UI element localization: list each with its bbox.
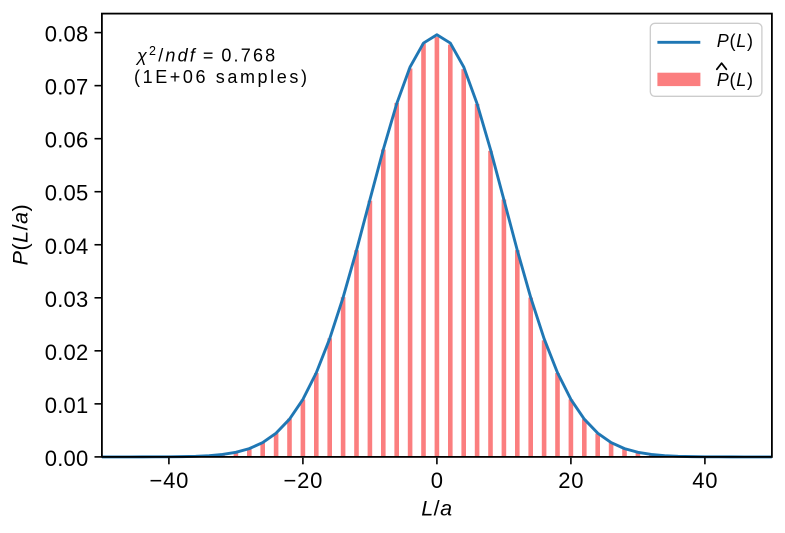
svg-text:20: 20 (558, 468, 584, 493)
svg-text:0.07: 0.07 (45, 75, 89, 100)
svg-text:0: 0 (431, 468, 443, 493)
svg-text:0.05: 0.05 (45, 181, 89, 206)
svg-text:40: 40 (692, 468, 718, 493)
svg-text:0.01: 0.01 (45, 393, 89, 418)
svg-text:0.08: 0.08 (45, 22, 89, 47)
svg-text:L/a: L/a (421, 497, 452, 521)
svg-text:0.06: 0.06 (45, 128, 89, 153)
svg-text:P(L): P(L) (717, 31, 754, 51)
svg-text:P(L/a): P(L/a) (9, 204, 33, 266)
svg-text:0.00: 0.00 (45, 446, 89, 471)
svg-text:P(L): P(L) (717, 70, 754, 90)
svg-text:−40: −40 (149, 468, 189, 493)
svg-text:0.04: 0.04 (45, 234, 89, 259)
svg-text:−20: −20 (283, 468, 323, 493)
svg-text:0.03: 0.03 (45, 287, 89, 312)
svg-text:χ2/ndf = 0.768: χ2/ndf = 0.768 (135, 44, 277, 65)
svg-text:0.02: 0.02 (45, 340, 89, 365)
svg-text:(1E+06 samples): (1E+06 samples) (134, 67, 310, 87)
